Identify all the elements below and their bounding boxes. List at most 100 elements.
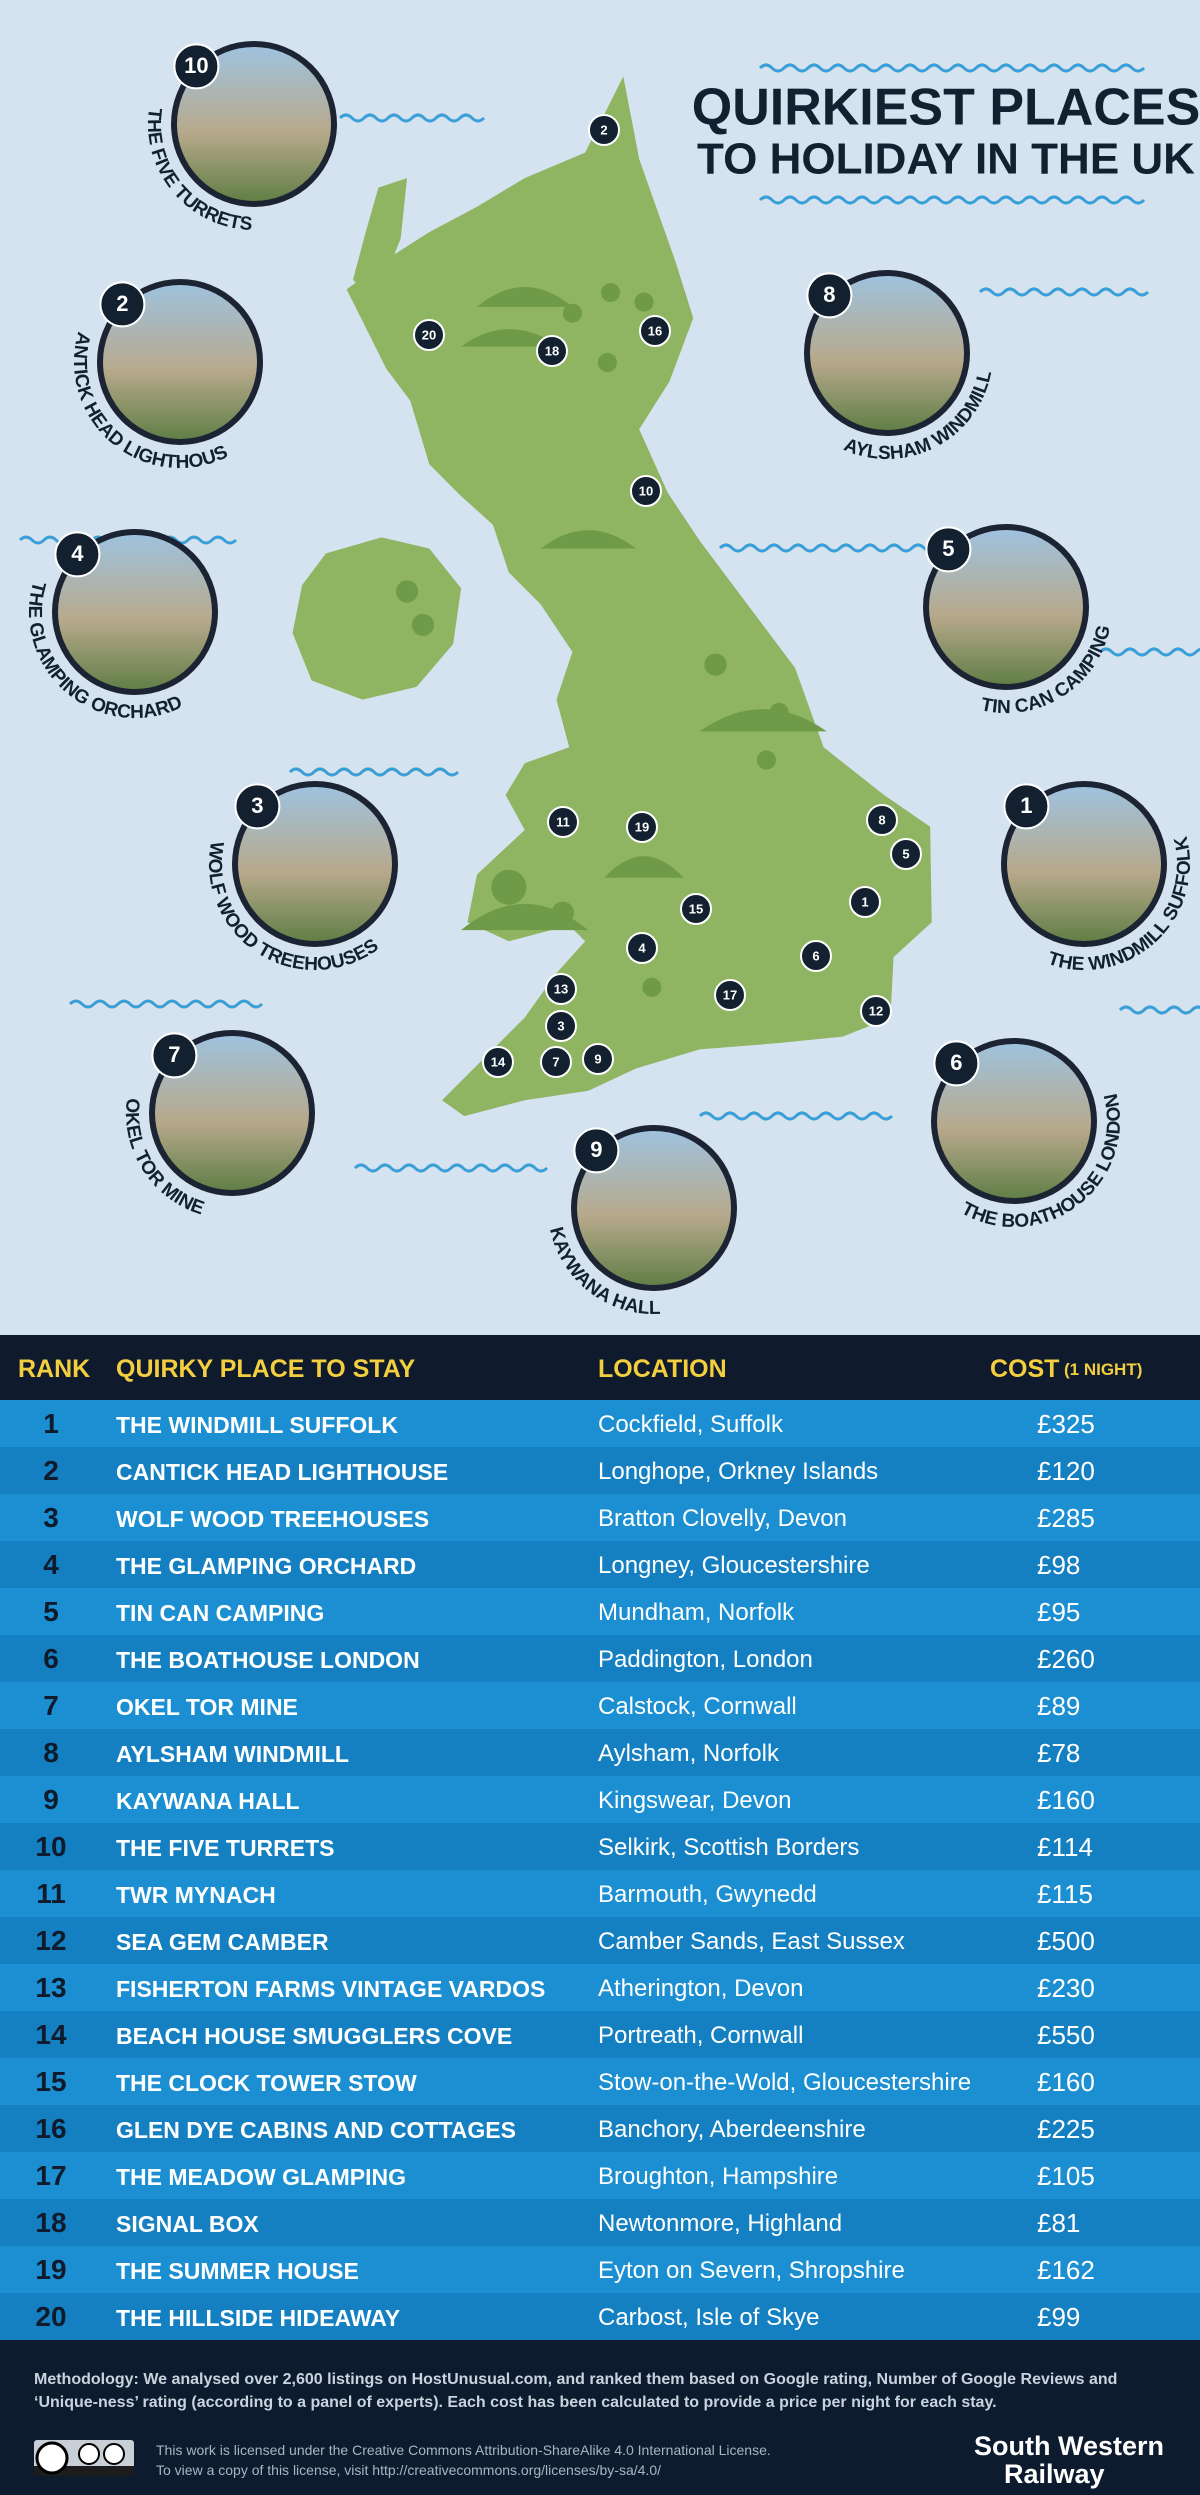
cost-cell: £114 xyxy=(1037,1832,1093,1862)
wave xyxy=(353,1163,549,1173)
location-cell: Broughton, Hampshire xyxy=(598,2163,839,2190)
place-cell: TIN CAN CAMPING xyxy=(116,1600,325,1626)
rank-cell: 15 xyxy=(35,2066,67,2097)
rank-badge-label: 8 xyxy=(823,282,835,307)
place-photo xyxy=(571,1125,737,1291)
place-cell: THE SUMMER HOUSE xyxy=(116,2258,359,2284)
cost-cell: £78 xyxy=(1037,1738,1081,1768)
license-line: To view a copy of this license, visit ht… xyxy=(156,2462,661,2478)
map-pin-label: 12 xyxy=(869,1003,883,1018)
northern-ireland xyxy=(292,537,462,700)
rank-cell: 9 xyxy=(43,1784,59,1815)
location-cell: Selkirk, Scottish Borders xyxy=(598,1834,860,1861)
cost-cell: £230 xyxy=(1037,1973,1095,2003)
map-pin-label: 6 xyxy=(812,948,819,963)
header-cell: RANK xyxy=(18,1355,91,1383)
title-line: TO HOLIDAY IN THE UK xyxy=(697,135,1195,184)
place-cell: SEA GEM CAMBER xyxy=(116,1929,329,1955)
location-cell: Atherington, Devon xyxy=(598,1975,804,2002)
cost-cell: £95 xyxy=(1037,1597,1081,1627)
location-cell: Paddington, London xyxy=(598,1646,813,1673)
rank-badge xyxy=(173,43,220,90)
rank-badge xyxy=(806,272,853,319)
location-cell: Eyton on Severn, Shropshire xyxy=(598,2257,905,2284)
cost-cell: £550 xyxy=(1037,2020,1095,2050)
map-pin-label: 5 xyxy=(902,846,909,861)
rank-badge xyxy=(933,1040,980,1087)
wave xyxy=(1118,1005,1200,1015)
rank-badge-label: 10 xyxy=(184,53,208,78)
table-row: 17 THE MEADOW GLAMPING Broughton, Hampshir… xyxy=(0,2152,1200,2199)
table-header: RANK QUIRKY PLACE TO STAY LOCATION COST … xyxy=(0,1335,1200,1400)
table-row: 9 KAYWANA HALL Kingswear, Devon £160 xyxy=(0,1776,1200,1823)
location-cell: Newtonmore, Highland xyxy=(598,2210,843,2237)
table-row: 12 SEA GEM CAMBER Camber Sands, East Susse… xyxy=(0,1917,1200,1964)
cost-cell: £115 xyxy=(1037,1879,1093,1909)
map-pin-label: 18 xyxy=(545,343,559,358)
title-line: QUIRKIEST PLACES xyxy=(692,79,1200,137)
table-row: 7 OKEL TOR MINE Calstock, Cornwall £89 xyxy=(0,1682,1200,1729)
place-cell: THE FIVE TURRETS xyxy=(116,1835,335,1861)
map-pin xyxy=(714,979,746,1011)
brand-line: South Western xyxy=(973,2431,1164,2461)
map-pin xyxy=(536,335,568,367)
brand-logo: South Western Railway xyxy=(974,2432,1164,2488)
rank-badge-label: 2 xyxy=(116,291,128,316)
table-row: 16 GLEN DYE CABINS AND COTTAGES Banchory, … xyxy=(0,2105,1200,2152)
cost-cell: £225 xyxy=(1037,2114,1095,2144)
location-cell: Cockfield, Suffolk xyxy=(598,1411,783,1438)
rank-cell: 8 xyxy=(43,1737,59,1768)
map-pin xyxy=(588,114,620,146)
rank-badge xyxy=(151,1032,198,1079)
map-pin xyxy=(890,838,922,870)
table-row: 8 AYLSHAM WINDMILL Aylsham, Norfolk £78 xyxy=(0,1729,1200,1776)
table-row: 19 THE SUMMER HOUSE Eyton on Severn, Shrop… xyxy=(0,2246,1200,2293)
cost-cell: £285 xyxy=(1037,1503,1095,1533)
place-cell: THE WINDMILL SUFFOLK xyxy=(116,1412,398,1438)
place-cell: THE BOATHOUSE LONDON xyxy=(116,1647,420,1673)
brand-line: Railway xyxy=(1003,2459,1105,2489)
wave xyxy=(68,999,264,1009)
cost-cell: £89 xyxy=(1037,1691,1081,1721)
rank-badge-label: 9 xyxy=(590,1137,602,1162)
license-line: This work is licensed under the Creative… xyxy=(156,2442,771,2458)
map-pin xyxy=(413,319,445,351)
map-pin xyxy=(482,1046,514,1078)
cost-cell: £81 xyxy=(1037,2208,1081,2238)
cost-cell: £325 xyxy=(1037,1409,1095,1439)
map-pin xyxy=(860,995,892,1027)
map-pin xyxy=(582,1043,614,1075)
header-cell: QUIRKY PLACE TO STAY xyxy=(116,1355,416,1383)
rank-cell: 20 xyxy=(35,2301,67,2332)
wave xyxy=(758,195,1146,205)
place-cell: THE MEADOW GLAMPING xyxy=(116,2164,407,2190)
map-pin-label: 7 xyxy=(552,1054,559,1069)
map-pin-label: 1 xyxy=(861,894,868,909)
place-cell: TWR MYNACH xyxy=(116,1882,276,1908)
rank-badge xyxy=(234,783,281,830)
map-pin-label: 8 xyxy=(878,812,885,827)
place-photo xyxy=(804,270,970,436)
rank-badge xyxy=(99,281,146,328)
table-row: 18 SIGNAL BOX Newtonmore, Highland £81 xyxy=(0,2199,1200,2246)
place-cell: SIGNAL BOX xyxy=(116,2211,259,2237)
cc-license-icon xyxy=(34,2440,134,2476)
place-cell: OKEL TOR MINE xyxy=(116,1694,298,1720)
cost-cell: £260 xyxy=(1037,1644,1095,1674)
hills xyxy=(395,283,827,997)
table-row: 5 TIN CAN CAMPING Mundham, Norfolk £95 xyxy=(0,1588,1200,1635)
featured-places: THE FIVE TURRETS10CANTICK HEAD LIGHTHOUS… xyxy=(0,0,1195,1319)
footer: Methodology: We analysed over 2,600 list… xyxy=(0,2340,1200,2495)
map-pin-label: 13 xyxy=(554,981,568,996)
map-infographic: QUIRKIEST PLACES TO HOLIDAY IN THE UK 2 2… xyxy=(0,0,1200,1320)
map-pin xyxy=(547,806,579,838)
cost-cell: £99 xyxy=(1037,2302,1081,2332)
methodology: Methodology: We analysed over 2,600 list… xyxy=(34,2371,1118,2411)
table-row: 13 FISHERTON FARMS VINTAGE VARDOS Athering… xyxy=(0,1964,1200,2011)
map-pin-label: 20 xyxy=(422,327,436,342)
location-cell: Calstock, Cornwall xyxy=(598,1693,797,1720)
place-cell: BEACH HOUSE SMUGGLERS COVE xyxy=(116,2023,513,2049)
rank-cell: 6 xyxy=(43,1643,59,1674)
header-note: (1 NIGHT) xyxy=(1064,1360,1143,1379)
